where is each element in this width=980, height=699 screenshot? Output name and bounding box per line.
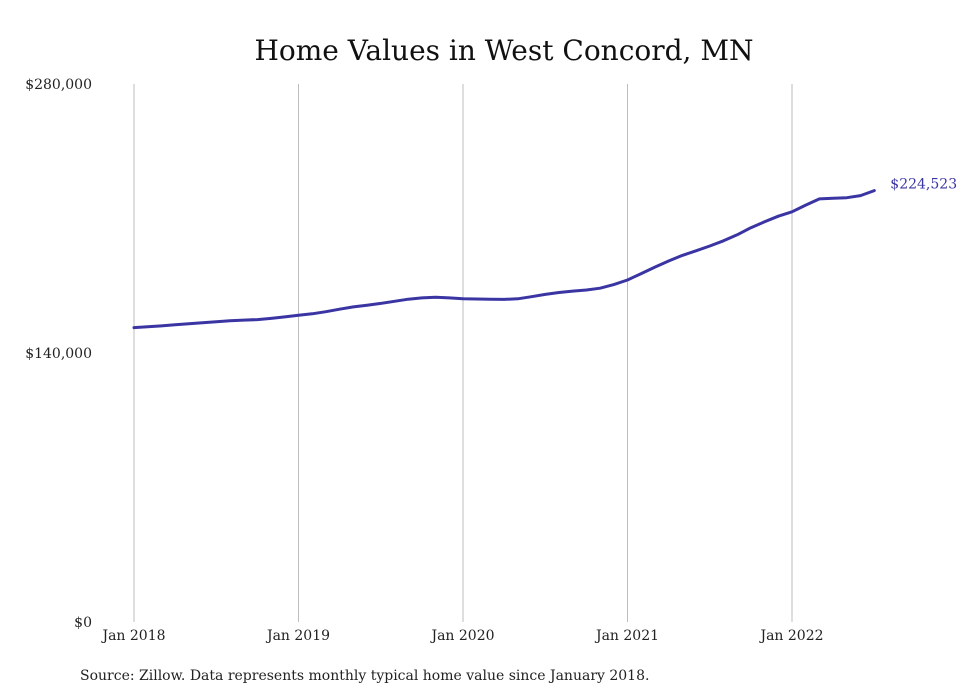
y-tick-label: $0 <box>74 615 92 631</box>
x-tick-label: Jan 2018 <box>100 628 165 644</box>
gridlines <box>133 84 793 622</box>
y-tick-label: $280,000 <box>25 77 92 93</box>
source-note: Source: Zillow. Data represents monthly … <box>80 668 650 684</box>
series-group <box>132 189 876 330</box>
y-tick-label: $140,000 <box>25 346 92 362</box>
series-line <box>132 189 876 330</box>
y-axis: $0 $140,000 $280,000 <box>25 77 92 631</box>
x-tick-label: Jan 2019 <box>265 628 330 644</box>
x-axis: Jan 2018 Jan 2019 Jan 2020 Jan 2021 Jan 2022 <box>100 628 823 644</box>
end-value-label: $224,523 <box>890 177 957 193</box>
x-tick-label: Jan 2020 <box>429 628 494 644</box>
x-tick-label: Jan 2021 <box>594 628 659 644</box>
chart-title: Home Values in West Concord, MN <box>254 34 753 67</box>
x-tick-label: Jan 2022 <box>758 628 823 644</box>
